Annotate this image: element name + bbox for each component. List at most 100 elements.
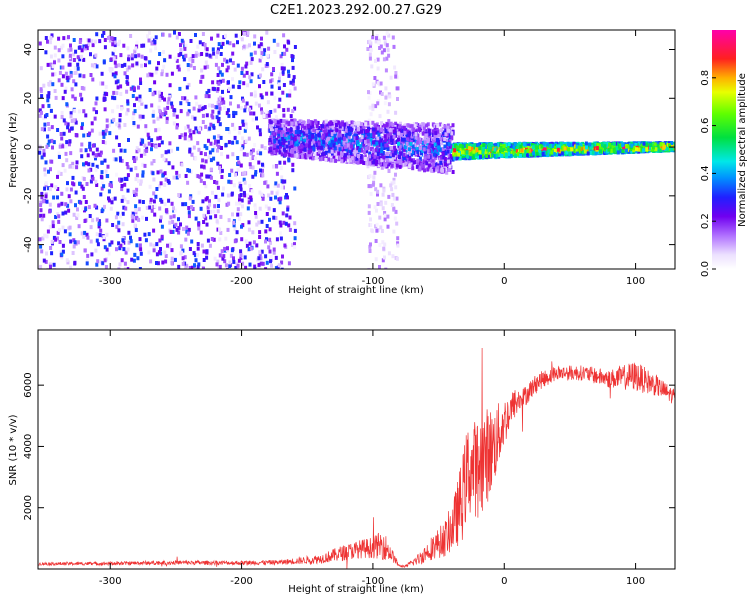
spectrogram-cell <box>446 123 450 128</box>
spectrogram-cell <box>293 86 297 91</box>
spectrogram-cell <box>152 177 156 182</box>
spectrogram-cell <box>227 86 231 91</box>
spectrogram-cell <box>327 136 331 141</box>
spectrogram-cell <box>219 231 223 235</box>
spectrogram-cell <box>240 66 244 71</box>
spectrogram-cell <box>367 118 371 123</box>
spectrogram-cell <box>260 192 264 197</box>
spectrogram-cell <box>243 180 247 185</box>
spectrogram-cell <box>387 169 391 173</box>
spectrogram-cell <box>141 139 145 144</box>
spectrogram-cell <box>255 243 259 248</box>
spectrogram-cell <box>168 54 172 59</box>
spectrogram-cell <box>251 154 255 159</box>
spectrogram-cell <box>151 171 155 176</box>
spectrogram-cell <box>434 131 438 136</box>
spectrogram-cell <box>40 191 44 196</box>
spectrogram-cell <box>450 149 454 154</box>
spectrogram-cell <box>132 189 136 194</box>
spectrogram-cell <box>409 139 413 144</box>
spectrogram-cell <box>183 132 187 137</box>
spectrogram-cell <box>150 36 153 41</box>
spectrogram-cell <box>349 128 353 132</box>
spectrogram-cell <box>60 110 64 115</box>
spectrogram-cell <box>113 48 117 53</box>
spectrogram-cell <box>152 159 156 163</box>
spectrogram-cell <box>320 135 324 140</box>
spectrogram-cell <box>185 225 189 230</box>
spectrogram-cell <box>129 56 133 61</box>
spectrogram-cell <box>94 53 98 58</box>
spectrogram-cell <box>73 66 77 70</box>
spectrogram-cell <box>177 230 181 235</box>
spectrogram-cell <box>399 151 403 156</box>
spectrogram-cell <box>154 70 158 75</box>
spectrogram-cell <box>377 132 381 137</box>
spectrogram-cell <box>69 71 73 75</box>
spectrogram-cell <box>378 215 382 220</box>
spectrogram-cell <box>240 198 244 203</box>
spectrogram-cell <box>353 136 357 141</box>
spectrogram-cell <box>205 255 209 260</box>
spectrogram-cell <box>40 110 43 115</box>
spectrogram-cell <box>231 77 234 82</box>
spectrogram-cell <box>199 178 203 183</box>
spectrogram-cell <box>411 166 415 171</box>
spectrogram-cell <box>191 54 195 59</box>
spectrogram-cell <box>293 118 297 123</box>
spectrogram-cell <box>399 157 403 162</box>
spectrogram-cell <box>252 240 256 245</box>
spectrogram-cell <box>64 71 68 76</box>
spectrogram-cell <box>137 106 141 111</box>
spectrogram-cell <box>297 136 301 141</box>
spectrogram-cell <box>285 134 289 139</box>
spectrogram-cell <box>78 57 82 62</box>
spectrogram-cell <box>61 163 65 168</box>
spectrogram-cell <box>390 135 394 140</box>
spectrogram-cell <box>57 170 61 175</box>
spectrogram-cell <box>243 108 247 113</box>
spectrogram-cell <box>108 242 112 247</box>
spectrogram-cell <box>131 94 135 98</box>
spectrogram-cell <box>45 113 49 117</box>
spectrogram-cell <box>185 85 189 90</box>
spectrogram-cell <box>393 151 397 156</box>
spectrogram-cell <box>134 166 138 171</box>
spectrogram-cell <box>327 129 331 134</box>
spectrogram-cell <box>325 146 329 151</box>
spectrogram-cell <box>69 265 73 269</box>
spectrogram-cell <box>153 40 157 44</box>
spectrogram-cell <box>412 160 416 165</box>
spectrogram-cell <box>206 210 210 215</box>
spectrogram-cell <box>42 213 46 218</box>
spectrogram-cell <box>155 187 159 191</box>
spectrogram-cell <box>283 141 287 146</box>
spectrogram-cell <box>214 194 218 199</box>
spectrogram-cell <box>127 57 130 62</box>
spectrogram-cell <box>219 95 222 100</box>
spectrogram-cell <box>406 160 410 164</box>
spectrogram-cell <box>383 213 387 218</box>
spectrogram-cell <box>311 121 315 126</box>
spectrogram-cell <box>133 223 137 228</box>
spectrogram-cell <box>44 50 48 55</box>
spectrogram-cell <box>73 96 77 101</box>
spectrogram-cell <box>285 47 289 52</box>
spectrogram-cell <box>375 143 379 148</box>
spectrogram-cell <box>94 167 98 172</box>
spectrogram-cell <box>123 148 127 153</box>
spectrogram-cell <box>337 120 341 125</box>
spectrogram-cell <box>332 143 336 148</box>
spectrogram-cell <box>357 154 360 158</box>
spectrogram-cell <box>183 96 187 101</box>
spectrogram-cell <box>162 50 165 54</box>
spectrogram-cell <box>240 37 244 42</box>
spectrogram-cell <box>64 86 68 91</box>
spectrogram-cell <box>451 123 455 128</box>
spectrogram-cell <box>347 124 351 128</box>
spectrogram-cell <box>309 131 313 136</box>
spectrogram-cell <box>102 31 106 35</box>
spectrogram-cell <box>226 227 230 232</box>
spectrogram-cell <box>61 65 65 70</box>
